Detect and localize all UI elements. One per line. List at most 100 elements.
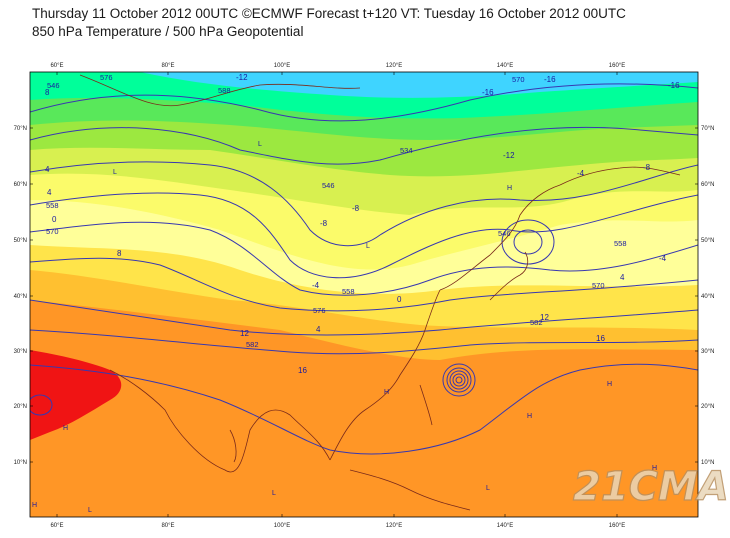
geopotential-label: 558: [342, 287, 355, 296]
latitude-label: 10°N: [14, 460, 27, 466]
longitude-label: 120°E: [386, 523, 402, 529]
longitude-label: 80°E: [161, 63, 174, 69]
contour-line: [30, 192, 698, 279]
latitude-label: 50°N: [701, 238, 714, 244]
coastline: [109, 369, 331, 473]
geopotential-label: 576: [100, 73, 113, 82]
temperature-label: -12: [503, 151, 515, 160]
contour-line: [30, 161, 698, 247]
temperature-label: 8: [117, 249, 122, 258]
contour-line: [30, 363, 698, 455]
high-marker: H: [607, 381, 612, 388]
latitude-label: 70°N: [14, 126, 27, 132]
temperature-label: -16: [668, 81, 680, 90]
temp-band-minus16: [140, 72, 698, 98]
latitude-label: 30°N: [701, 349, 714, 355]
geopotential-label: 588: [218, 86, 231, 95]
temperature-label: -16: [482, 88, 494, 97]
temperature-label: 8: [45, 88, 50, 97]
high-marker: H: [63, 425, 68, 432]
latitude-label: 40°N: [701, 294, 714, 300]
coastline: [559, 166, 681, 186]
longitude-label: 100°E: [274, 523, 290, 529]
map-subtitle: 850 hPa Temperature / 500 hPa Geopotenti…: [32, 24, 304, 39]
temperature-label: -8: [643, 163, 651, 172]
low-marker: L: [258, 141, 262, 148]
longitude-label: 160°E: [609, 523, 625, 529]
typhoon-ring: [455, 376, 463, 384]
latitude-label: 20°N: [701, 404, 714, 410]
contour-line: [30, 126, 698, 165]
coastlines: [79, 74, 681, 511]
contour-line: [30, 329, 698, 355]
latitude-label: 60°N: [14, 182, 27, 188]
geopotential-label: 534: [400, 146, 413, 155]
longitude-label: 160°E: [609, 63, 625, 69]
temperature-label: 16: [298, 366, 307, 375]
geopotential-label: 576: [313, 306, 326, 315]
geopotential-contours: [30, 83, 698, 455]
latitude-label: 30°N: [14, 349, 27, 355]
temperature-label: 12: [240, 329, 249, 338]
longitude-label: 140°E: [497, 63, 513, 69]
contour-line: [30, 299, 698, 336]
geopotential-label: 582: [530, 318, 543, 327]
low-marker: L: [88, 507, 92, 514]
contour-low-ring: [501, 219, 555, 265]
geopotential-label: 570: [46, 227, 59, 236]
typhoon-ring: [446, 367, 472, 393]
temperature-label: -4: [577, 169, 585, 178]
coastline: [329, 289, 441, 461]
typhoon-ring: [449, 370, 469, 390]
contour-low-ring: [513, 229, 543, 255]
high-marker: H: [652, 465, 657, 472]
low-marker: L: [486, 485, 490, 492]
low-marker: L: [366, 243, 370, 250]
temperature-labels: -12 -16 -16 -16 -12 -4 -8 -8 0 4 8 12 12…: [45, 73, 680, 375]
high-marker: H: [32, 502, 37, 509]
latitude-label: 10°N: [701, 460, 714, 466]
longitude-label: 100°E: [274, 63, 290, 69]
temperature-label: -12: [236, 73, 248, 82]
geopotential-label: 546: [498, 229, 511, 238]
temperature-label: -4: [659, 254, 667, 263]
contour-line: [30, 83, 698, 122]
latitude-labels-left: 70°N 60°N 50°N 40°N 30°N 20°N 10°N: [14, 126, 33, 466]
latitude-label: 40°N: [14, 294, 27, 300]
latitude-label: 20°N: [14, 404, 27, 410]
low-marker: L: [113, 169, 117, 176]
temperature-label: 16: [596, 334, 605, 343]
coastline: [229, 429, 237, 463]
longitude-label: 120°E: [386, 63, 402, 69]
geopotential-labels: 546 534 570 546 546 558 570 576 558 558 …: [46, 73, 627, 349]
temperature-label: -8: [320, 219, 328, 228]
high-marker: H: [507, 185, 512, 192]
geopotential-label: 558: [46, 201, 59, 210]
watermark: 21CMA: [573, 464, 729, 510]
longitude-labels-bottom: 60°E 80°E 100°E 120°E 140°E 160°E: [50, 514, 625, 529]
low-marker: L: [272, 490, 276, 497]
coastline: [349, 469, 471, 511]
high-marker: H: [384, 389, 389, 396]
temperature-label: 4: [316, 325, 321, 334]
map-frame: [29, 71, 699, 518]
latitude-label: 60°N: [701, 182, 714, 188]
longitude-label: 60°E: [50, 63, 63, 69]
typhoon-ring: [452, 373, 466, 387]
longitude-label: 60°E: [50, 523, 63, 529]
pressure-centres: L L L H H H H H L H L H L: [32, 141, 657, 514]
temperature-label: -8: [352, 204, 360, 213]
coastline: [419, 384, 433, 426]
geopotential-label: 558: [614, 239, 627, 248]
contour-ring: [30, 394, 53, 416]
temperature-label: 4: [47, 188, 52, 197]
latitude-label: 50°N: [14, 238, 27, 244]
temperature-label: 0: [397, 295, 402, 304]
temperature-label: 0: [52, 215, 57, 224]
coastline: [79, 74, 361, 107]
temperature-label: 12: [540, 313, 549, 322]
temperature-label: 4: [620, 273, 625, 282]
typhoon-ring: [442, 363, 476, 397]
coastline: [489, 251, 529, 301]
